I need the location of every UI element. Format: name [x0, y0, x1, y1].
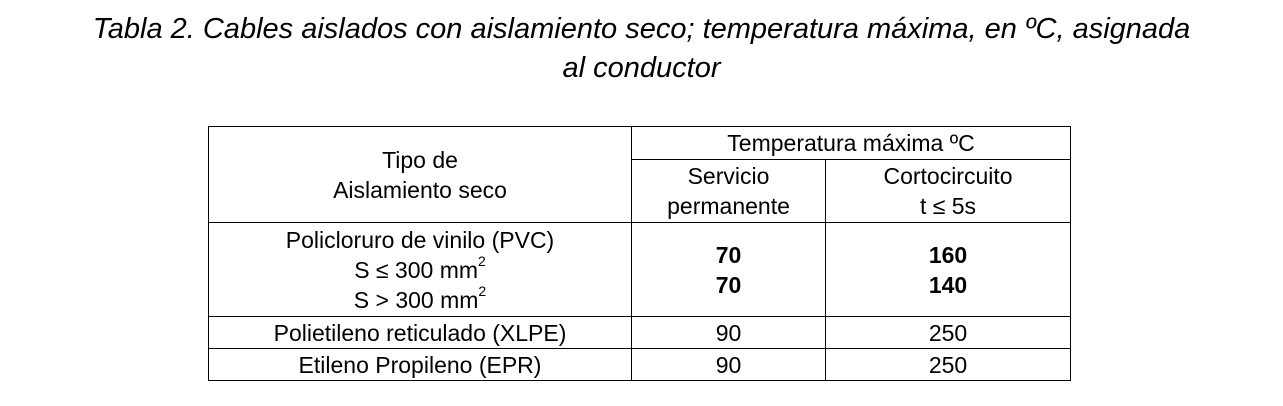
header-servicio-line-2: permanente [667, 193, 790, 219]
cell-epr-cortocircuito: 250 [824, 348, 1072, 381]
pvc-name: Policloruro de vinilo (PVC) [285, 226, 555, 253]
temperature-table: Tipo de Aislamiento seco Temperatura máx… [208, 126, 1072, 381]
pvc-sub-2-servicio: 70 [715, 271, 742, 298]
cell-pvc-servicio: 70 70 [631, 222, 826, 317]
cell-epr-name: Etileno Propileno (EPR) [208, 348, 632, 381]
header-tipo-line-1: Tipo de [382, 146, 458, 173]
table-row-xlpe: Polietileno reticulado (XLPE) 90 250 [208, 316, 1072, 349]
header-temperatura-maxima: Temperatura máxima ºC [630, 126, 1072, 160]
table-row-epr: Etileno Propileno (EPR) 90 250 [208, 348, 1072, 381]
cell-pvc-name: Policloruro de vinilo (PVC) S ≤ 300 mm2 … [208, 222, 632, 317]
pvc-sub-1-cortocircuito: 160 [928, 241, 968, 268]
cell-xlpe-servicio: 90 [631, 316, 826, 349]
header-cortocircuito: Cortocircuito t ≤ 5s [824, 159, 1072, 223]
pvc-sub-1: S ≤ 300 mm2 [209, 252, 631, 285]
header-tipo-line-2: Aislamiento seco [333, 176, 507, 203]
cell-xlpe-cortocircuito: 250 [824, 316, 1072, 349]
header-servicio-line-1: Servicio [687, 163, 770, 189]
header-tipo-aislamiento: Tipo de Aislamiento seco [208, 126, 632, 223]
pvc-sub-2: S > 300 mm2 [209, 282, 631, 315]
pvc-sub-2-cortocircuito: 140 [928, 271, 968, 298]
cell-pvc-cortocircuito: 160 140 [824, 222, 1072, 317]
table-row-pvc: Policloruro de vinilo (PVC) S ≤ 300 mm2 … [208, 222, 1072, 317]
header-cortocircuito-line-1: Cortocircuito [883, 163, 1013, 189]
pvc-sub-1-sup: 2 [478, 252, 486, 269]
pvc-sub-1-text: S ≤ 300 mm [354, 256, 479, 283]
caption-line-2: al conductor [562, 52, 721, 84]
caption-line-1: Tabla 2. Cables aislados con aislamiento… [92, 13, 1191, 45]
header-row-top: Tipo de Aislamiento seco Temperatura máx… [208, 126, 1072, 223]
header-servicio-permanente: Servicio permanente [631, 159, 826, 223]
pvc-sub-2-sup: 2 [478, 282, 487, 299]
header-cortocircuito-line-2: t ≤ 5s [919, 193, 977, 219]
pvc-sub-1-servicio: 70 [715, 241, 742, 268]
pvc-sub-2-text: S > 300 mm [353, 286, 479, 313]
cell-epr-servicio: 90 [631, 348, 826, 381]
table-caption: Tabla 2. Cables aislados con aislamiento… [0, 10, 1283, 88]
cell-xlpe-name: Polietileno reticulado (XLPE) [208, 316, 632, 349]
